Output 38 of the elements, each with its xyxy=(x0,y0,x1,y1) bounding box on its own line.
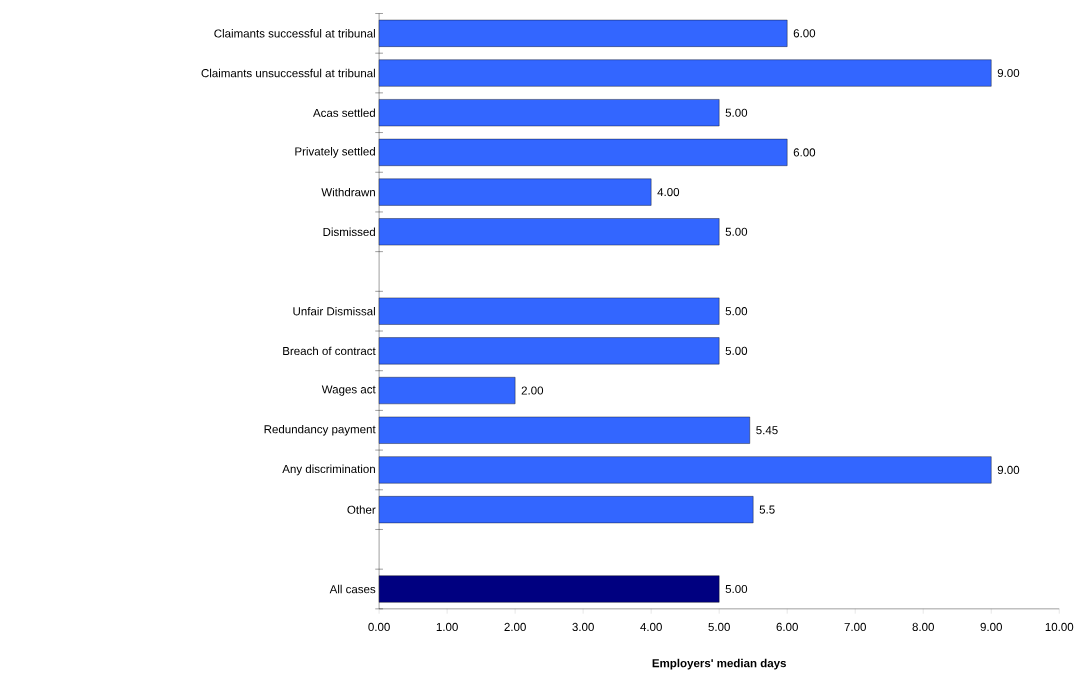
data-label: 5.00 xyxy=(725,346,748,355)
x-tick-label: 10.00 xyxy=(1045,622,1074,631)
y-tick-label: Any discrimination xyxy=(282,464,375,476)
y-tick-label: All cases xyxy=(329,584,376,594)
y-tick-label: Withdrawn xyxy=(321,187,375,197)
y-tick-label: Privately settled xyxy=(295,146,375,158)
x-tick-label: 9.00 xyxy=(980,622,1002,631)
y-tick-label: Other xyxy=(347,505,376,514)
x-axis-title: Employers' median days xyxy=(652,658,786,670)
data-label: 5.45 xyxy=(756,426,778,435)
y-tick-label: Unfair Dismissal xyxy=(293,306,375,316)
x-tick-label: 8.00 xyxy=(912,622,934,631)
x-tick-label: 4.00 xyxy=(640,622,662,631)
data-label: 5.00 xyxy=(725,108,748,117)
y-tick-label: Acas settled xyxy=(312,108,375,117)
x-tick-label: 0.00 xyxy=(368,622,390,631)
x-tick-label: 3.00 xyxy=(572,622,594,631)
y-tick-label: Claimants unsuccessful at tribunal xyxy=(201,68,375,78)
data-label: 9.00 xyxy=(997,68,1020,77)
x-tick-label: 7.00 xyxy=(844,622,866,631)
data-label: 6.00 xyxy=(793,29,816,38)
x-tick-label: 1.00 xyxy=(436,622,458,631)
x-tick-label: 5.00 xyxy=(708,622,730,631)
x-tick-label: 6.00 xyxy=(776,622,798,631)
y-tick-label: Redundancy payment xyxy=(264,424,376,436)
data-label: 5.00 xyxy=(725,584,748,593)
data-label: 4.00 xyxy=(657,187,680,196)
data-label: 6.00 xyxy=(793,148,816,157)
data-label: 5.00 xyxy=(725,227,748,236)
y-tick-label: Breach of contract xyxy=(283,346,376,355)
data-label: 5.00 xyxy=(725,306,748,316)
y-tick-label: Claimants successful at tribunal xyxy=(214,28,375,38)
x-tick-label: 2.00 xyxy=(504,622,526,631)
y-tick-label: Wages act xyxy=(321,385,376,396)
y-tick-label: Dismissed xyxy=(323,227,375,236)
data-label: 2.00 xyxy=(521,386,544,395)
data-label: 5.5 xyxy=(759,505,775,514)
data-label: 9.00 xyxy=(997,465,1020,474)
